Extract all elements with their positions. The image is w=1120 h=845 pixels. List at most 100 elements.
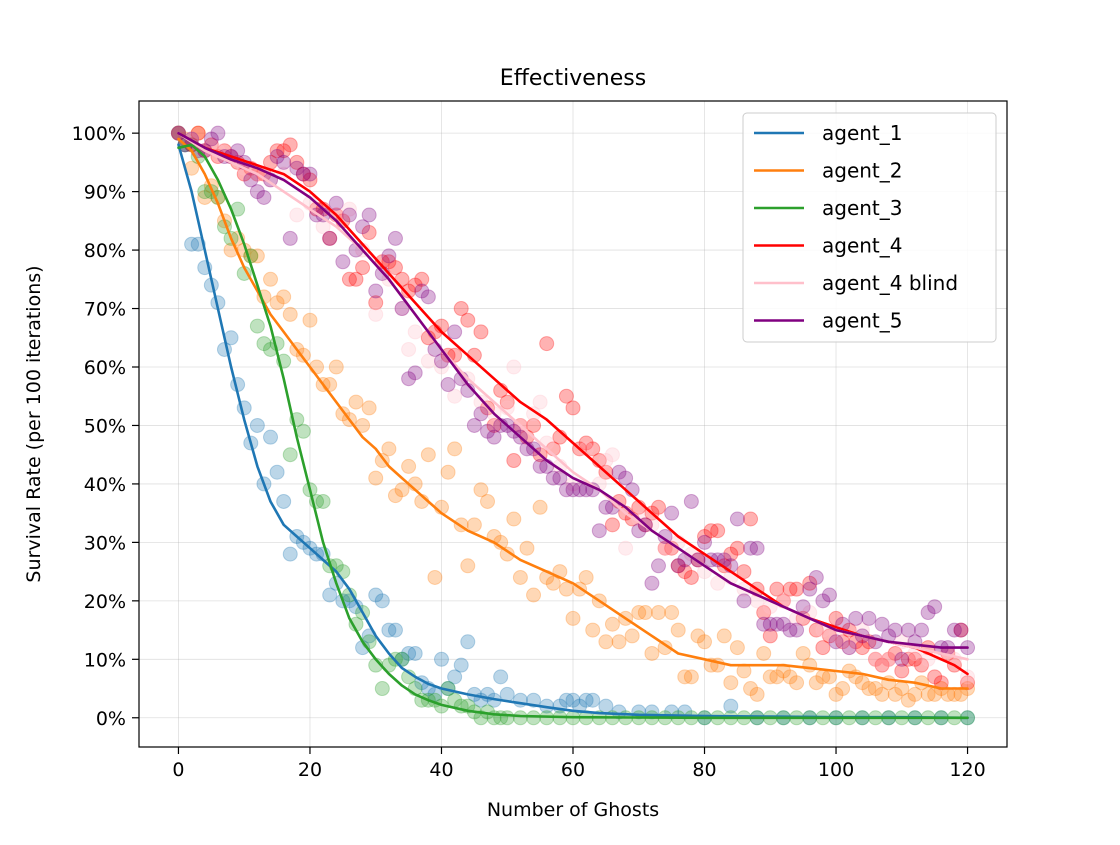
data-point bbox=[447, 324, 463, 340]
data-point bbox=[828, 686, 844, 702]
data-point bbox=[611, 634, 627, 650]
data-point bbox=[368, 470, 384, 486]
data-point bbox=[657, 529, 673, 545]
data-point bbox=[657, 540, 673, 556]
data-point bbox=[683, 493, 699, 509]
y-tick-label: 80% bbox=[84, 240, 126, 262]
data-point bbox=[348, 271, 364, 287]
data-point bbox=[335, 254, 351, 270]
legend-entry-label: agent_4 blind bbox=[822, 271, 958, 295]
data-point bbox=[269, 143, 285, 159]
data-point bbox=[453, 301, 469, 317]
x-tick-label: 60 bbox=[561, 759, 585, 781]
data-point bbox=[703, 523, 719, 539]
data-point bbox=[486, 429, 502, 445]
data-point bbox=[867, 651, 883, 667]
data-point bbox=[697, 634, 713, 650]
data-point bbox=[946, 622, 962, 638]
data-point bbox=[394, 301, 410, 317]
data-point bbox=[743, 681, 759, 697]
data-point bbox=[374, 254, 390, 270]
data-point bbox=[506, 511, 522, 527]
data-point bbox=[657, 640, 673, 656]
data-point bbox=[828, 634, 844, 650]
data-point bbox=[328, 195, 344, 211]
data-point bbox=[743, 511, 759, 527]
data-point bbox=[401, 371, 417, 387]
data-point bbox=[249, 184, 265, 200]
data-point bbox=[802, 575, 818, 591]
data-point bbox=[315, 493, 331, 509]
data-point bbox=[611, 464, 627, 480]
data-point bbox=[322, 230, 338, 246]
data-point bbox=[670, 558, 686, 574]
data-point bbox=[578, 569, 594, 585]
data-point bbox=[585, 441, 601, 457]
data-point bbox=[289, 207, 305, 223]
data-point bbox=[401, 645, 417, 661]
data-point bbox=[821, 587, 837, 603]
data-point bbox=[697, 529, 713, 545]
data-point bbox=[900, 622, 916, 638]
data-point bbox=[466, 417, 482, 433]
data-point bbox=[480, 493, 496, 509]
data-point bbox=[473, 482, 489, 498]
data-point bbox=[900, 692, 916, 708]
data-point bbox=[480, 423, 496, 439]
data-point bbox=[519, 540, 535, 556]
data-point bbox=[486, 417, 502, 433]
data-point bbox=[723, 675, 739, 691]
data-point bbox=[526, 710, 542, 726]
data-point bbox=[506, 359, 522, 375]
data-point bbox=[624, 628, 640, 644]
data-point bbox=[690, 628, 706, 644]
data-point bbox=[348, 394, 364, 410]
data-point bbox=[282, 306, 298, 322]
data-point bbox=[447, 388, 463, 404]
data-point bbox=[604, 616, 620, 632]
data-point bbox=[782, 622, 798, 638]
data-point bbox=[493, 669, 509, 685]
data-point bbox=[552, 470, 568, 486]
data-point bbox=[894, 663, 910, 679]
data-point bbox=[374, 593, 390, 609]
data-point bbox=[282, 137, 298, 153]
data-point bbox=[282, 546, 298, 562]
data-point bbox=[315, 219, 331, 235]
data-point bbox=[604, 447, 620, 463]
data-point bbox=[578, 692, 594, 708]
data-point bbox=[716, 628, 732, 644]
data-point bbox=[815, 593, 831, 609]
data-point bbox=[447, 441, 463, 457]
data-point bbox=[920, 686, 936, 702]
data-point bbox=[565, 482, 581, 498]
data-point bbox=[802, 657, 818, 673]
legend-box bbox=[742, 112, 997, 343]
data-point bbox=[710, 523, 726, 539]
data-point bbox=[565, 692, 581, 708]
data-point bbox=[598, 634, 614, 650]
data-point bbox=[723, 546, 739, 562]
data-point bbox=[526, 417, 542, 433]
data-point bbox=[795, 645, 811, 661]
data-point bbox=[795, 599, 811, 615]
data-point bbox=[407, 277, 423, 293]
legend: agent_1 agent_2 agent_3 agent_4 agent_4 blin… bbox=[742, 112, 997, 343]
data-point bbox=[618, 540, 634, 556]
data-point bbox=[453, 657, 469, 673]
data-point bbox=[545, 575, 561, 591]
data-point bbox=[322, 587, 338, 603]
y-tick-label: 100% bbox=[72, 123, 126, 145]
data-point bbox=[210, 125, 226, 141]
data-point bbox=[289, 154, 305, 170]
data-point bbox=[736, 564, 752, 580]
y-tick-label: 30% bbox=[84, 532, 126, 554]
data-point bbox=[295, 166, 311, 182]
data-point bbox=[499, 546, 515, 562]
data-point bbox=[322, 377, 338, 393]
data-point bbox=[276, 493, 292, 509]
series-line-agent_3 bbox=[177, 143, 969, 720]
data-point bbox=[683, 546, 699, 562]
data-point bbox=[558, 692, 574, 708]
